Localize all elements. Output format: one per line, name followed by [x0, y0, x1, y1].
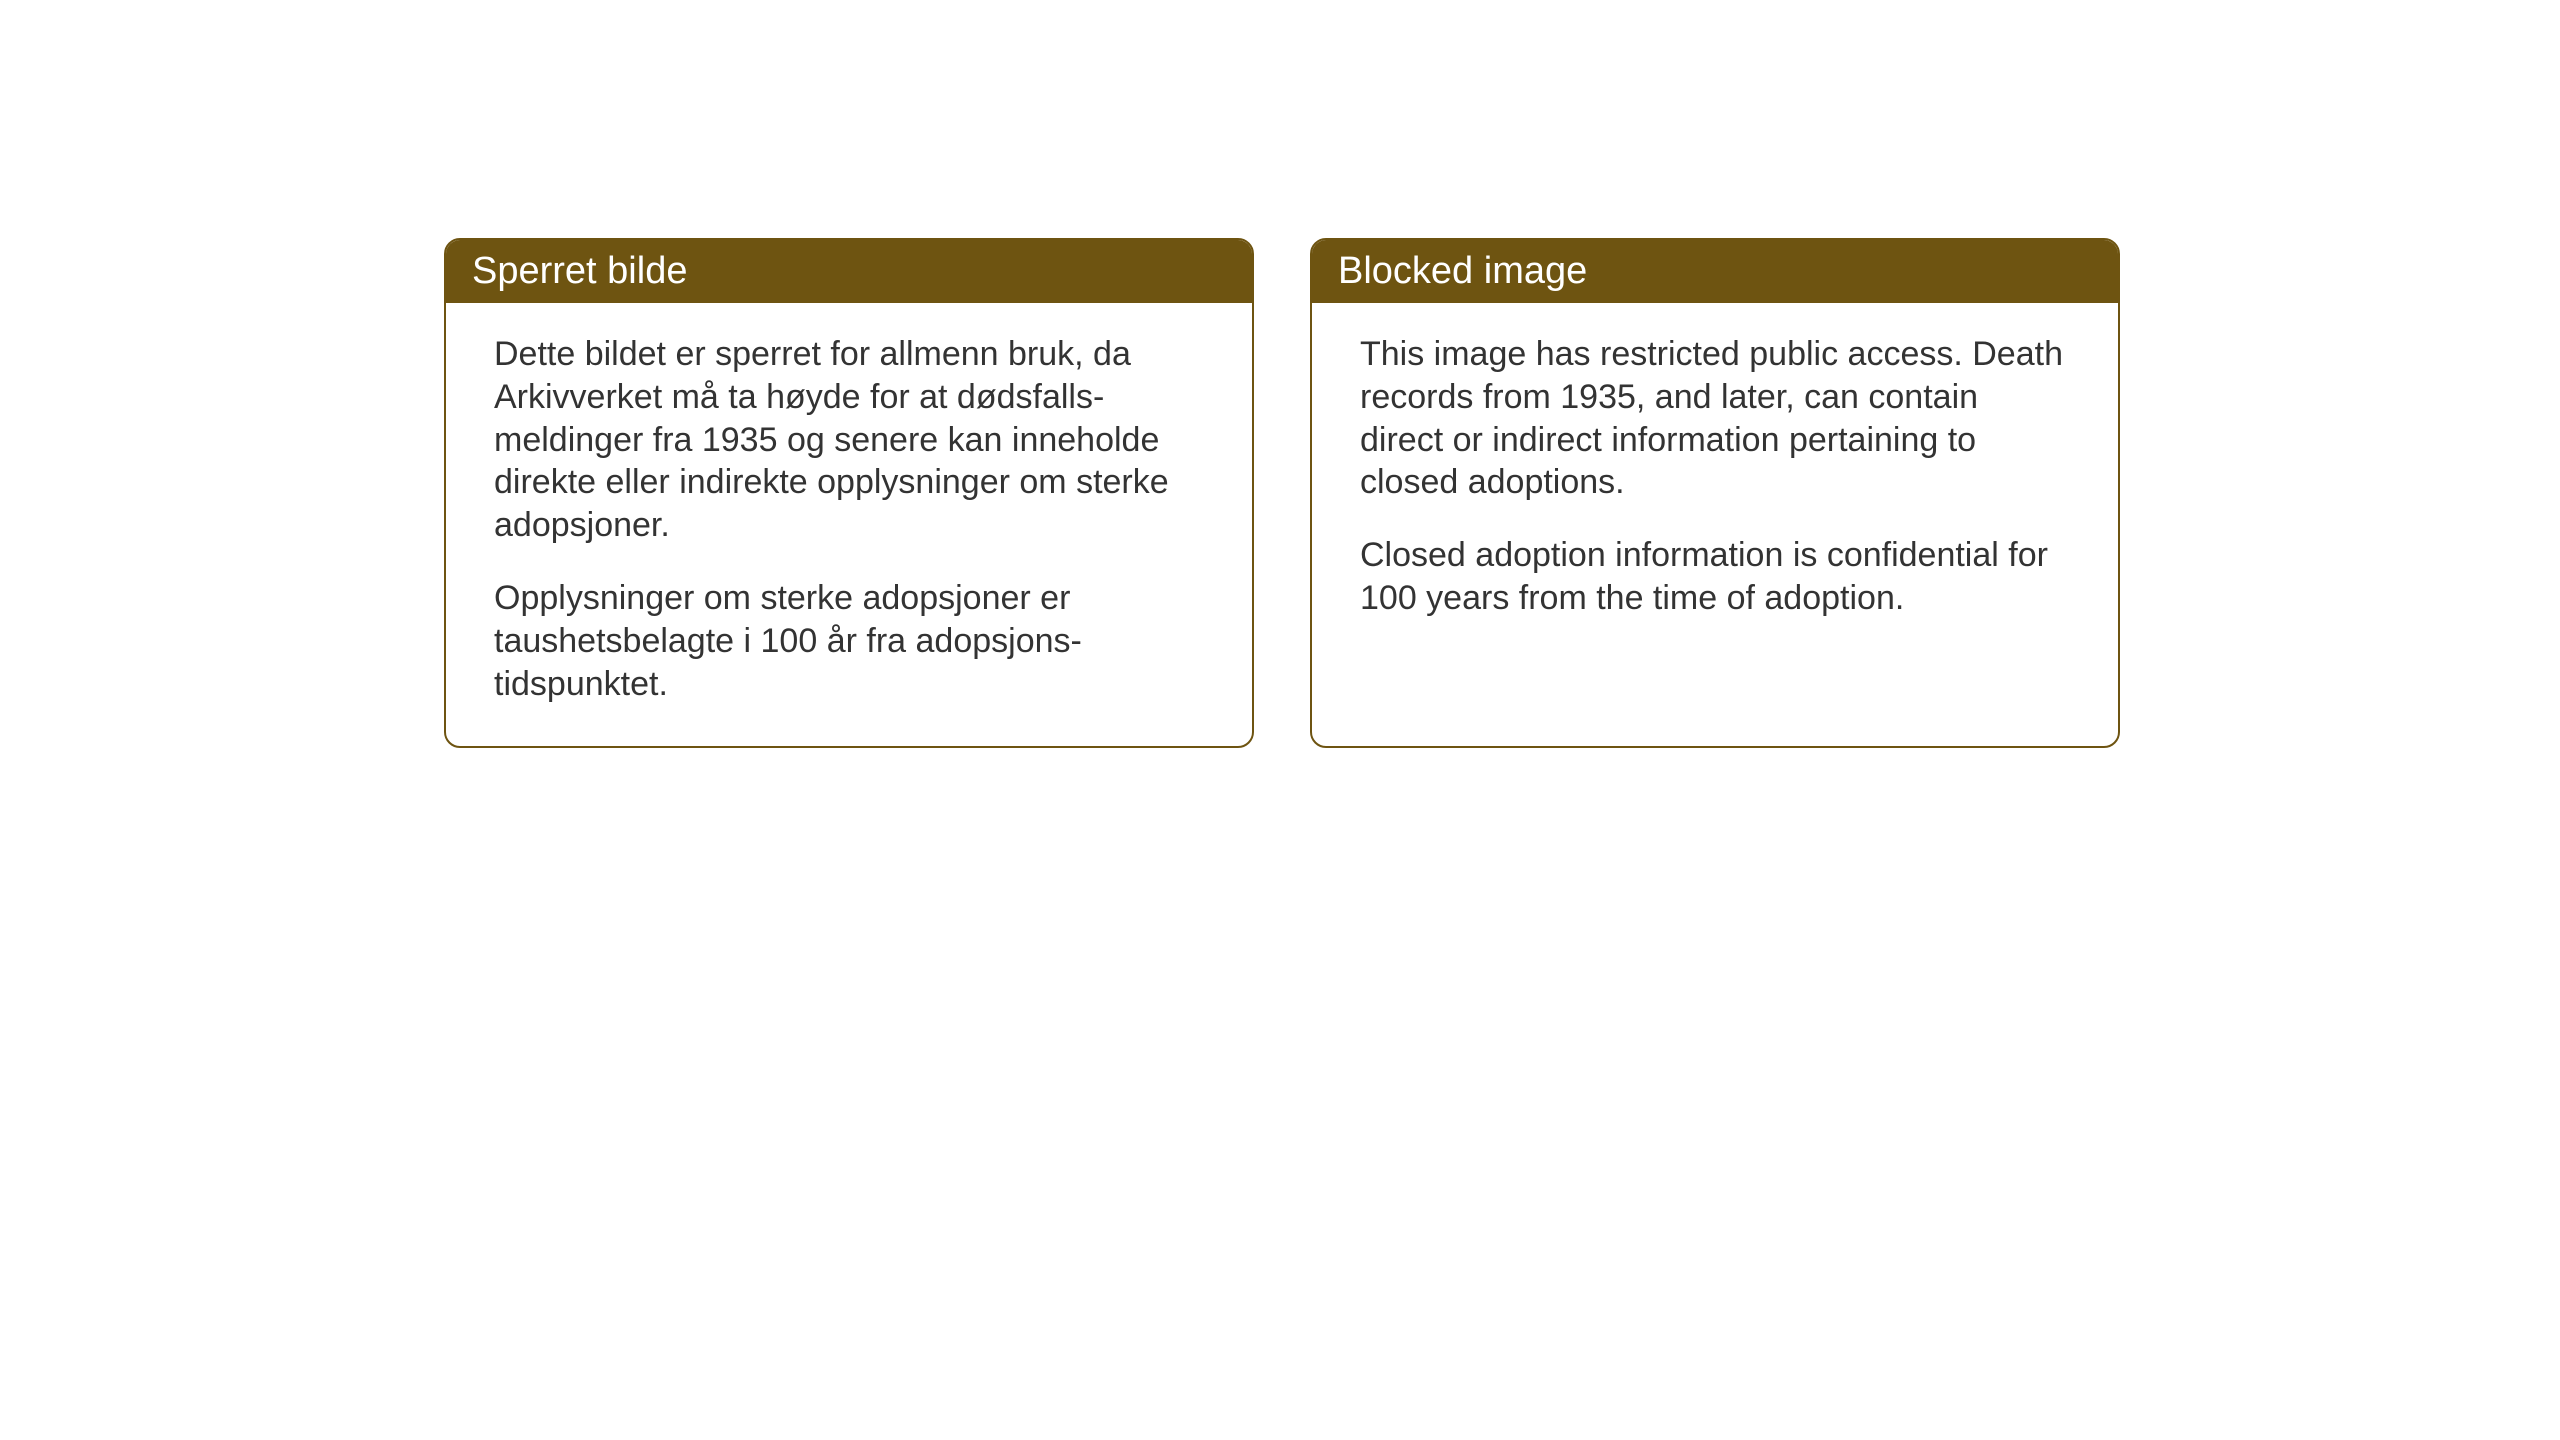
card-body-norwegian: Dette bildet er sperret for allmenn bruk… [446, 303, 1252, 746]
notice-container: Sperret bilde Dette bildet er sperret fo… [444, 238, 2120, 748]
card-title-english: Blocked image [1338, 250, 1587, 292]
paragraph-norwegian-2: Opplysninger om sterke adopsjoner er tau… [494, 577, 1204, 705]
card-header-norwegian: Sperret bilde [446, 240, 1252, 303]
paragraph-english-2: Closed adoption information is confident… [1360, 534, 2070, 620]
notice-card-english: Blocked image This image has restricted … [1310, 238, 2120, 748]
paragraph-english-1: This image has restricted public access.… [1360, 333, 2070, 504]
notice-card-norwegian: Sperret bilde Dette bildet er sperret fo… [444, 238, 1254, 748]
paragraph-norwegian-1: Dette bildet er sperret for allmenn bruk… [494, 333, 1204, 547]
card-body-english: This image has restricted public access.… [1312, 303, 2118, 743]
card-header-english: Blocked image [1312, 240, 2118, 303]
card-title-norwegian: Sperret bilde [472, 250, 687, 292]
